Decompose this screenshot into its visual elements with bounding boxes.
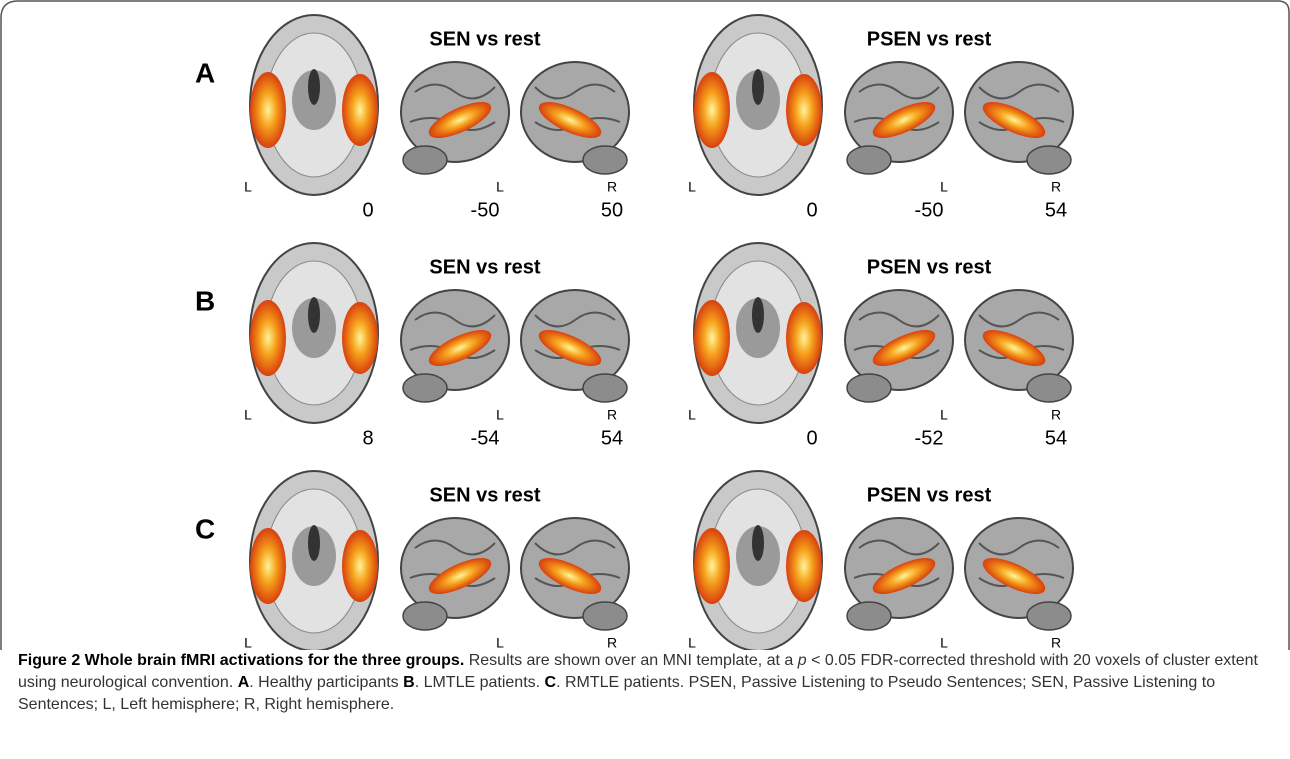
activation — [786, 530, 822, 602]
group-title: SEN vs rest — [429, 256, 541, 278]
frame — [1, 1, 1289, 650]
side-label: L — [688, 635, 696, 650]
cerebellum — [583, 602, 627, 630]
sagittal-slice — [845, 290, 953, 402]
group-title: PSEN vs rest — [867, 28, 992, 50]
caption-text: B — [403, 674, 415, 691]
cerebellum — [1027, 374, 1071, 402]
caption: Figure 2 Whole brain fMRI activations fo… — [18, 650, 1273, 716]
group-title: PSEN vs rest — [867, 484, 992, 506]
cerebellum — [403, 374, 447, 402]
panel-label: A — [195, 57, 215, 88]
cerebellum — [403, 146, 447, 174]
sagittal-slice — [521, 518, 629, 630]
activation — [342, 530, 378, 602]
sagittal-slice — [401, 518, 509, 630]
sagittal-slice — [965, 62, 1073, 174]
slice-number: 8 — [362, 427, 373, 449]
side-label: L — [688, 407, 696, 423]
activation — [694, 72, 730, 148]
side-label: L — [496, 407, 504, 423]
slice-number: -52 — [915, 427, 944, 449]
side-label: R — [607, 179, 617, 195]
sagittal-slice — [845, 62, 953, 174]
ventricle — [308, 525, 320, 561]
cerebellum — [1027, 146, 1071, 174]
caption-text: A — [238, 674, 250, 691]
side-label: L — [496, 179, 504, 195]
activation — [786, 302, 822, 374]
activation — [250, 300, 286, 376]
side-label: L — [244, 407, 252, 423]
panel-label: C — [195, 513, 215, 544]
sagittal-slice — [521, 290, 629, 402]
activation — [250, 72, 286, 148]
figure: A SEN vs rest L 0 L -50 R 50 PSEN vs rest L 0 L -50 R… — [0, 0, 1290, 650]
side-label: R — [1051, 407, 1061, 423]
side-label: R — [607, 407, 617, 423]
side-label: L — [244, 179, 252, 195]
cerebellum — [583, 146, 627, 174]
ventricle — [308, 297, 320, 333]
sagittal-slice — [965, 290, 1073, 402]
caption-text: Results are shown over an MNI template, … — [469, 652, 798, 669]
caption-title: Figure 2 Whole brain fMRI activations fo… — [18, 652, 464, 669]
sagittal-slice — [845, 518, 953, 630]
slice-number: 50 — [601, 199, 623, 221]
ventricle — [308, 69, 320, 105]
side-label: L — [496, 635, 504, 650]
activation — [250, 528, 286, 604]
side-label: R — [1051, 635, 1061, 650]
sagittal-slice — [401, 290, 509, 402]
slice-number: -50 — [915, 199, 944, 221]
activation — [694, 300, 730, 376]
slice-number: 54 — [601, 427, 623, 449]
activation — [342, 74, 378, 146]
slice-number: 0 — [362, 199, 373, 221]
cerebellum — [847, 602, 891, 630]
group-title: SEN vs rest — [429, 28, 541, 50]
cerebellum — [847, 374, 891, 402]
axial-slice — [694, 15, 822, 195]
slice-number: 0 — [806, 199, 817, 221]
axial-slice — [250, 243, 378, 423]
axial-slice — [694, 471, 822, 650]
axial-slice — [694, 243, 822, 423]
side-label: L — [940, 635, 948, 650]
panel-label: B — [195, 285, 215, 316]
group-title: PSEN vs rest — [867, 256, 992, 278]
side-label: L — [688, 179, 696, 195]
ventricle — [752, 69, 764, 105]
ventricle — [752, 297, 764, 333]
side-label: L — [244, 635, 252, 650]
cerebellum — [403, 602, 447, 630]
slice-number: -54 — [471, 427, 500, 449]
slice-number: -50 — [471, 199, 500, 221]
axial-slice — [250, 471, 378, 650]
slice-number: 54 — [1045, 199, 1067, 221]
side-label: L — [940, 407, 948, 423]
page: A SEN vs rest L 0 L -50 R 50 PSEN vs rest L 0 L -50 R… — [0, 0, 1290, 759]
cerebellum — [583, 374, 627, 402]
side-label: R — [607, 635, 617, 650]
slice-number: 0 — [806, 427, 817, 449]
ventricle — [752, 525, 764, 561]
cerebellum — [847, 146, 891, 174]
group-title: SEN vs rest — [429, 484, 541, 506]
slice-number: 54 — [1045, 427, 1067, 449]
sagittal-slice — [521, 62, 629, 174]
sagittal-slice — [965, 518, 1073, 630]
caption-text: p — [798, 652, 807, 669]
axial-slice — [250, 15, 378, 195]
caption-text: . LMTLE patients. — [415, 674, 545, 691]
caption-text: . Healthy participants — [249, 674, 403, 691]
activation — [694, 528, 730, 604]
caption-text: C — [545, 674, 557, 691]
activation — [786, 74, 822, 146]
activation — [342, 302, 378, 374]
sagittal-slice — [401, 62, 509, 174]
cerebellum — [1027, 602, 1071, 630]
side-label: R — [1051, 179, 1061, 195]
side-label: L — [940, 179, 948, 195]
